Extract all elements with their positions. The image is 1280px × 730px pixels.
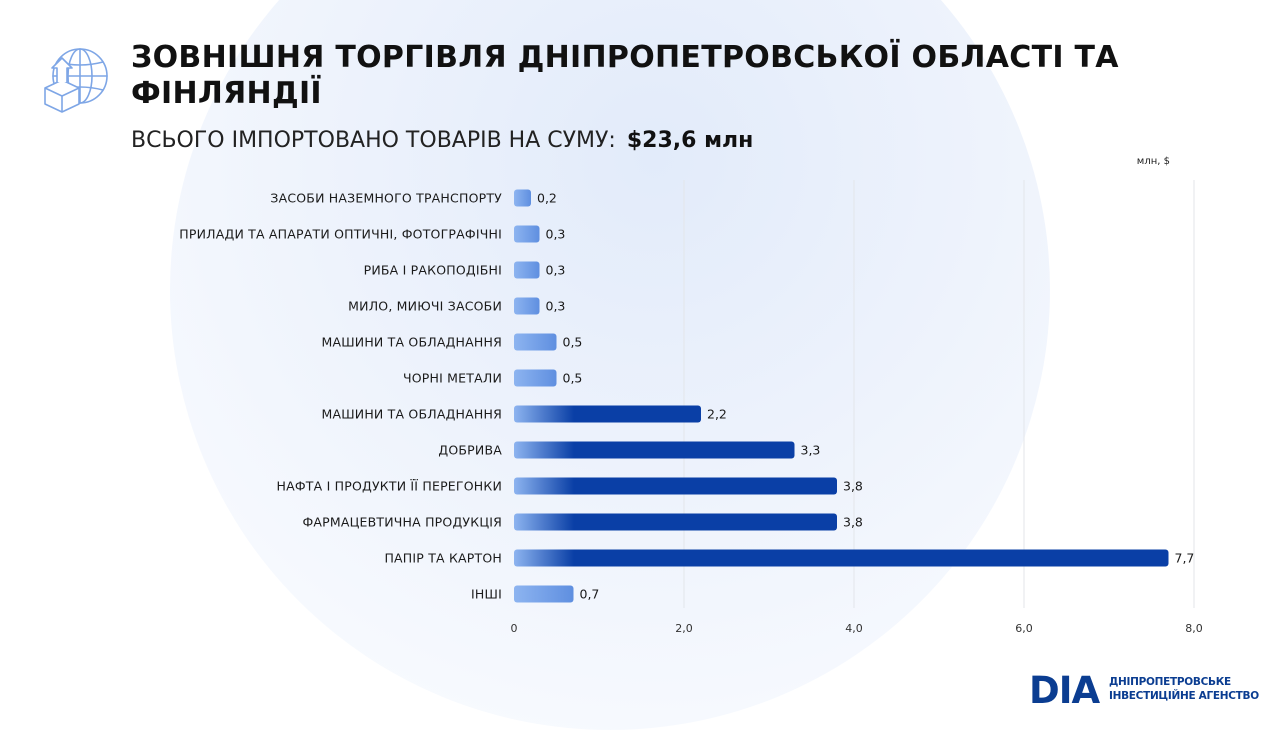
value-label: 3,3 — [801, 443, 821, 458]
background-circle — [170, 0, 1050, 730]
value-label: 0,3 — [546, 299, 566, 314]
page-title: ЗОВНІШНЯ ТОРГІВЛЯ ДНІПРОПЕТРОВСЬКОЇ ОБЛА… — [131, 40, 1119, 111]
bar — [514, 405, 701, 423]
category-label: НАФТА І ПРОДУКТИ ЇЇ ПЕРЕГОНКИ — [277, 479, 503, 494]
globe-import-icon — [44, 48, 108, 113]
value-label: 0,3 — [546, 227, 566, 242]
category-label: ПРИЛАДИ ТА АПАРАТИ ОПТИЧНІ, ФОТОГРАФІЧНІ — [179, 227, 502, 242]
category-label: ПАПІР ТА КАРТОН — [384, 551, 502, 566]
category-label: ЧОРНІ МЕТАЛИ — [403, 371, 502, 386]
category-label: МАШИНИ ТА ОБЛАДНАННЯ — [321, 407, 502, 422]
bar — [514, 261, 540, 279]
value-label: 0,7 — [580, 587, 600, 602]
dia-logo-letters: DIA — [1029, 669, 1100, 708]
x-tick-label: 6,0 — [1015, 622, 1033, 635]
bar — [514, 441, 795, 459]
unit-label: млн, $ — [1136, 156, 1170, 167]
bar — [514, 513, 837, 531]
dia-logo-line2: ІНВЕСТИЦІЙНЕ АГЕНСТВО — [1109, 690, 1259, 702]
value-label: 3,8 — [843, 515, 863, 530]
bar — [514, 549, 1169, 567]
bar — [514, 189, 531, 207]
bar — [514, 225, 540, 243]
x-tick-label: 4,0 — [845, 622, 863, 635]
import-total-value: $23,6 млн — [626, 128, 754, 153]
value-label: 0,5 — [563, 335, 583, 350]
import-total-line: ВСЬОГО ІМПОРТОВАНО ТОВАРІВ НА СУМУ: $23,… — [131, 127, 753, 155]
value-label: 0,5 — [563, 371, 583, 386]
value-label: 2,2 — [707, 407, 727, 422]
bar — [514, 585, 574, 603]
bar — [514, 477, 837, 495]
value-label: 0,2 — [537, 191, 557, 206]
category-label: МАШИНИ ТА ОБЛАДНАННЯ — [321, 335, 502, 350]
x-tick-label: 8,0 — [1185, 622, 1203, 635]
x-tick-label: 0 — [511, 622, 518, 635]
dia-logo-mark: DIA — [1029, 669, 1101, 708]
category-label: ІНШІ — [471, 587, 502, 602]
category-label: ЗАСОБИ НАЗЕМНОГО ТРАНСПОРТУ — [270, 191, 502, 206]
x-tick-label: 2,0 — [675, 622, 693, 635]
value-label: 0,3 — [546, 263, 566, 278]
import-total-label: ВСЬОГО ІМПОРТОВАНО ТОВАРІВ НА СУМУ: — [131, 128, 616, 153]
value-label: 3,8 — [843, 479, 863, 494]
category-label: ДОБРИВА — [438, 443, 502, 458]
dia-logo-text: ДНІПРОПЕТРОВСЬКЕ ІНВЕСТИЦІЙНЕ АГЕНСТВО — [1109, 675, 1259, 703]
bar — [514, 333, 557, 351]
bar — [514, 297, 540, 315]
value-label: 7,7 — [1175, 551, 1195, 566]
bar — [514, 369, 557, 387]
dia-logo-line1: ДНІПРОПЕТРОВСЬКЕ — [1109, 676, 1231, 688]
category-label: ФАРМАЦЕВТИЧНА ПРОДУКЦІЯ — [302, 515, 502, 530]
category-label: МИЛО, МИЮЧІ ЗАСОБИ — [348, 299, 502, 314]
category-label: РИБА І РАКОПОДІБНІ — [364, 263, 502, 278]
dia-logo: DIA ДНІПРОПЕТРОВСЬКЕ ІНВЕСТИЦІЙНЕ АГЕНСТ… — [1028, 668, 1259, 708]
